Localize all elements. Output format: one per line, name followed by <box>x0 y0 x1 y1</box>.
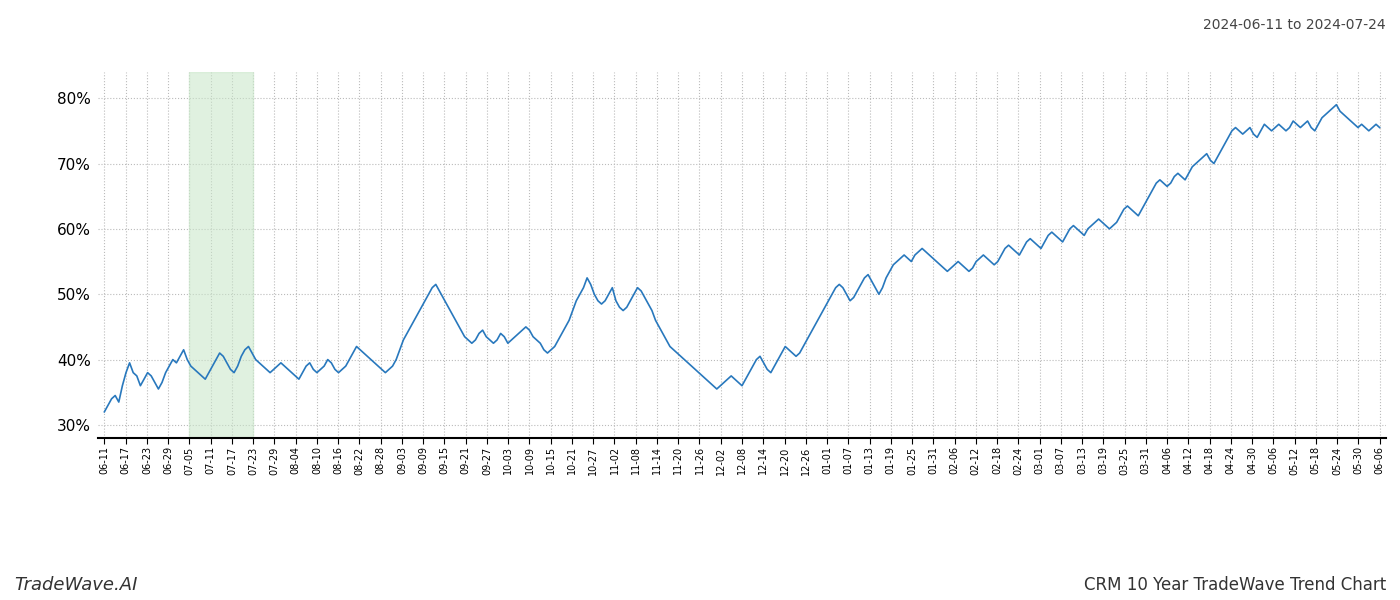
Bar <box>189 72 253 438</box>
Text: CRM 10 Year TradeWave Trend Chart: CRM 10 Year TradeWave Trend Chart <box>1084 576 1386 594</box>
Text: TradeWave.AI: TradeWave.AI <box>14 576 137 594</box>
Text: 2024-06-11 to 2024-07-24: 2024-06-11 to 2024-07-24 <box>1204 18 1386 32</box>
